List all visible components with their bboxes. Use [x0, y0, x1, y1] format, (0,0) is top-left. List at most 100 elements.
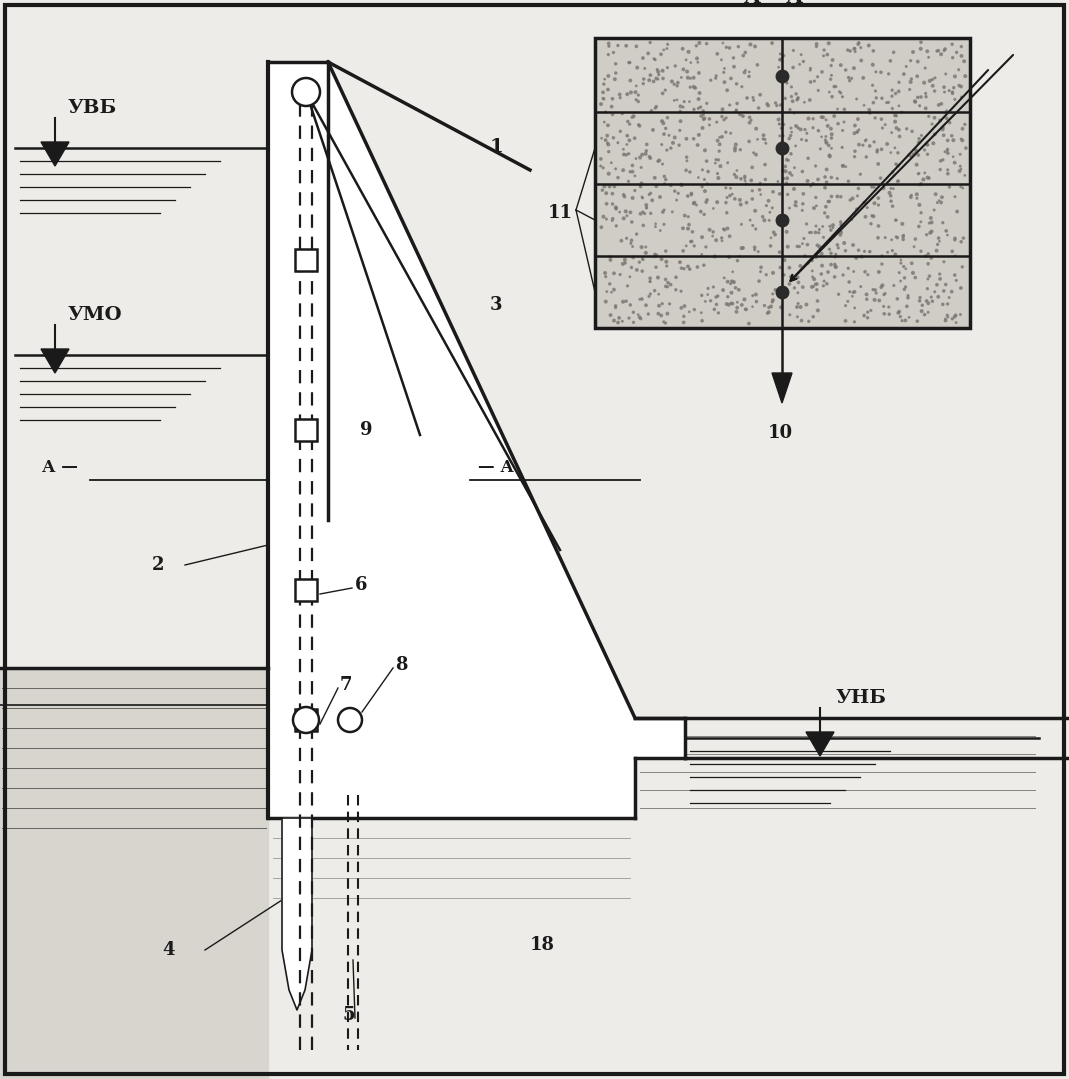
Text: УМО: УМО	[68, 306, 123, 324]
Point	[884, 163, 901, 180]
Point	[745, 145, 762, 162]
Point	[685, 69, 702, 86]
Point	[784, 166, 801, 183]
Point	[667, 269, 684, 286]
Point	[926, 125, 943, 142]
Point	[946, 188, 963, 205]
Point	[886, 107, 903, 124]
Point	[852, 165, 869, 182]
Point	[696, 206, 713, 223]
Point	[816, 204, 833, 221]
Point	[660, 274, 677, 291]
Point	[919, 146, 936, 163]
Point	[672, 69, 690, 86]
Point	[795, 230, 812, 247]
Point	[603, 284, 620, 301]
Point	[883, 192, 900, 209]
Point	[863, 302, 880, 319]
Point	[909, 190, 926, 207]
Point	[924, 292, 941, 310]
Point	[775, 47, 792, 65]
Point	[908, 156, 925, 174]
Point	[641, 270, 659, 287]
Point	[893, 104, 910, 121]
Point	[713, 128, 730, 146]
Point	[950, 62, 967, 79]
Point	[749, 131, 766, 148]
Point	[941, 82, 958, 99]
Point	[622, 72, 639, 90]
Point	[657, 277, 675, 295]
Point	[834, 158, 851, 175]
Point	[600, 35, 617, 52]
Point	[827, 259, 845, 276]
Point	[664, 203, 681, 220]
Point	[678, 237, 695, 255]
Point	[845, 236, 862, 254]
Point	[696, 141, 713, 159]
Point	[936, 144, 954, 161]
Point	[909, 88, 926, 106]
Point	[623, 259, 640, 276]
Point	[818, 134, 835, 151]
Point	[794, 235, 811, 252]
Point	[771, 115, 788, 133]
Point	[664, 72, 681, 90]
Point	[607, 299, 624, 316]
Point	[731, 191, 748, 208]
Point	[939, 110, 956, 127]
Point	[661, 296, 678, 313]
Point	[869, 141, 886, 159]
Point	[654, 63, 671, 80]
Point	[728, 303, 745, 320]
Point	[593, 129, 610, 147]
Point	[952, 161, 970, 178]
Point	[607, 160, 624, 177]
Point	[616, 146, 633, 163]
Point	[944, 36, 961, 53]
Point	[651, 189, 668, 206]
Point	[805, 110, 822, 127]
Point	[938, 312, 955, 329]
Point	[876, 305, 893, 323]
Point	[828, 170, 846, 188]
Point	[855, 69, 872, 86]
Point	[928, 276, 945, 293]
Point	[869, 144, 886, 161]
Point	[634, 262, 651, 279]
Point	[600, 46, 617, 64]
Point	[634, 50, 651, 67]
Point	[887, 155, 904, 173]
Point	[819, 275, 836, 292]
Point	[696, 170, 713, 188]
Point	[850, 242, 867, 259]
Point	[850, 110, 867, 127]
Point	[932, 152, 949, 169]
Point	[717, 39, 734, 56]
Point	[870, 263, 887, 281]
Point	[897, 260, 914, 277]
Point	[746, 38, 763, 55]
Point	[938, 276, 955, 293]
Point	[920, 215, 938, 232]
Point	[789, 284, 806, 301]
Point	[809, 292, 826, 310]
Point	[821, 218, 838, 235]
Point	[630, 117, 647, 134]
Point	[732, 141, 749, 159]
Point	[846, 313, 863, 330]
Point	[737, 62, 754, 79]
Point	[944, 83, 961, 100]
Point	[868, 285, 885, 302]
Point	[693, 108, 710, 125]
Point	[630, 306, 647, 324]
Point	[685, 131, 702, 148]
Point	[864, 207, 881, 224]
Point	[713, 108, 730, 125]
Point	[681, 260, 698, 277]
Point	[737, 301, 754, 318]
Point	[741, 109, 758, 126]
Point	[847, 299, 864, 316]
Point	[855, 97, 872, 114]
Point	[935, 254, 952, 271]
